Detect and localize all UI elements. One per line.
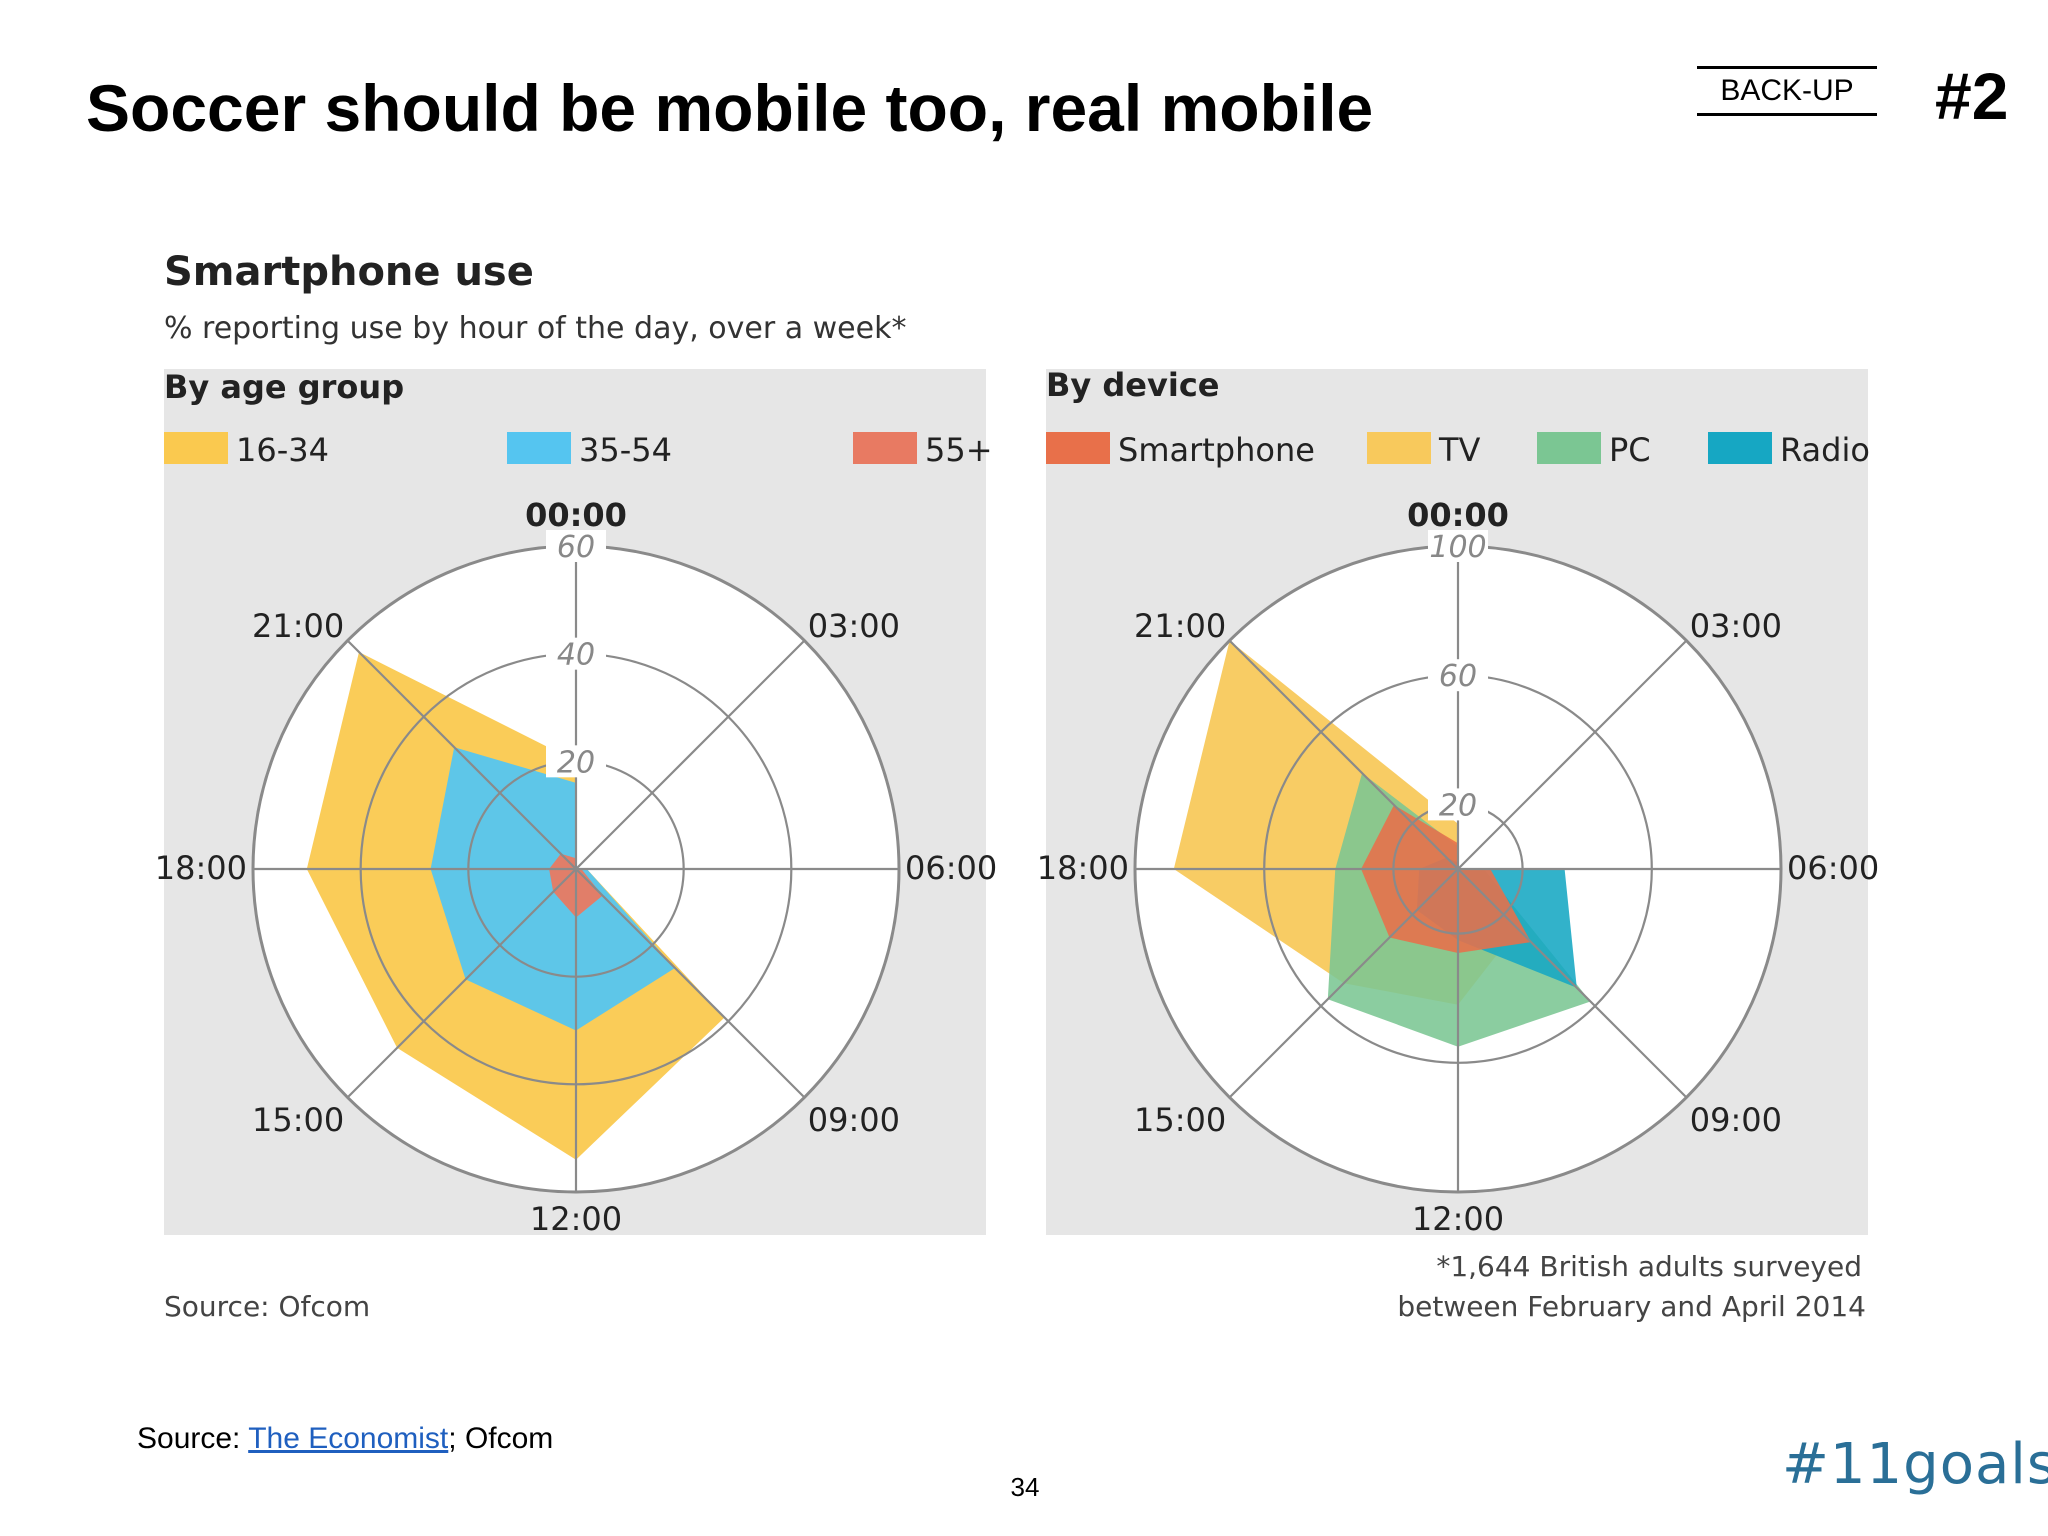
device-hour-label-0300: 03:00 [1690,607,1782,645]
device-hour-label-0000: 00:00 [1407,496,1509,534]
figure-source: Source: Ofcom [164,1290,370,1323]
page-number: 34 [1010,1472,1040,1502]
device-legend-swatch-radio [1708,432,1772,464]
age-spoke-5 [346,868,577,1099]
age-legend-label-35-54: 35-54 [579,431,672,469]
device-tick-bg-100 [1428,530,1488,562]
device-legend-label-tv: TV [1438,431,1481,469]
device-hour-label-1800: 18:00 [1037,849,1129,887]
age-spoke-3 [575,868,806,1099]
source-prefix: Source: [137,1422,249,1455]
age-hour-label-1500: 15:00 [252,1101,344,1139]
device-tick-label-100: 100 [1429,530,1486,565]
age-spoke-1 [575,639,806,870]
age-tick-label-60: 60 [557,530,595,565]
figure-title: Smartphone use [164,249,534,295]
device-legend-label-smartphone: Smartphone [1118,431,1315,469]
device-legend-swatch-tv [1367,432,1431,464]
age-hour-label-0000: 00:00 [525,496,627,534]
age-hour-label-0900: 09:00 [808,1101,900,1139]
device-tick-bg-20 [1428,788,1488,821]
device-hour-label-0600: 06:00 [1787,849,1879,887]
age-panel-title: By age group [164,368,404,406]
source-link[interactable]: The Economist [248,1422,449,1455]
age-tick-label-40: 40 [557,638,595,673]
device-legend-swatch-smartphone [1046,432,1110,464]
figure-footnote-1: *1,644 British adults surveyed [1436,1250,1862,1283]
device-spoke-3 [1457,868,1688,1099]
device-legend-label-pc: PC [1609,431,1651,469]
device-tick-bg-60 [1428,659,1488,692]
slide-title: Soccer should be mobile too, real mobile [86,71,1374,145]
device-hour-label-1200: 12:00 [1412,1200,1504,1238]
device-legend-label-radio: Radio [1780,431,1870,469]
device-legend: Smartphone TV PC Radio [1046,431,1870,469]
age-tick-bg-40 [546,637,606,670]
slide-tag: #2 [1935,59,2009,133]
device-legend-swatch-pc [1537,432,1601,464]
age-legend: 16-34 35-54 55+ [164,431,993,469]
device-series-smartphone [1361,805,1532,953]
backup-label: BACK-UP [1697,66,1877,116]
device-hour-label-1500: 15:00 [1134,1101,1226,1139]
device-spoke-1 [1457,639,1688,870]
device-panel-title: By device [1046,366,1220,404]
age-legend-swatch-35-54 [507,432,571,464]
device-hour-label-0900: 09:00 [1690,1101,1782,1139]
device-tick-label-60: 60 [1439,659,1477,694]
device-hour-label-2100: 21:00 [1134,607,1226,645]
age-tick-bg-60 [546,530,606,562]
source-suffix: ; Ofcom [448,1422,554,1455]
footer-source: Source: The Economist; Ofcom [137,1422,553,1456]
age-legend-label-16-34: 16-34 [236,431,329,469]
age-hour-label-2100: 21:00 [252,607,344,645]
age-legend-label-55-: 55+ [925,431,993,469]
figure-subtitle: % reporting use by hour of the day, over… [164,311,906,346]
device-tick-label-20: 20 [1439,788,1477,823]
brand-logo: #11goals [1782,1432,2048,1497]
age-spoke-7 [346,639,577,870]
age-tick-bg-20 [546,745,606,778]
device-spoke-7 [1228,639,1459,870]
age-hour-label-1800: 18:00 [155,849,247,887]
age-hour-label-0300: 03:00 [808,607,900,645]
age-hour-label-1200: 12:00 [530,1200,622,1238]
age-tick-label-20: 20 [557,745,595,780]
age-legend-swatch-16-34 [164,432,228,464]
age-hour-label-0600: 06:00 [905,849,997,887]
age-legend-swatch-55- [853,432,917,464]
figure-footnote-2: between February and April 2014 [1397,1290,1866,1323]
device-spoke-5 [1228,868,1459,1099]
